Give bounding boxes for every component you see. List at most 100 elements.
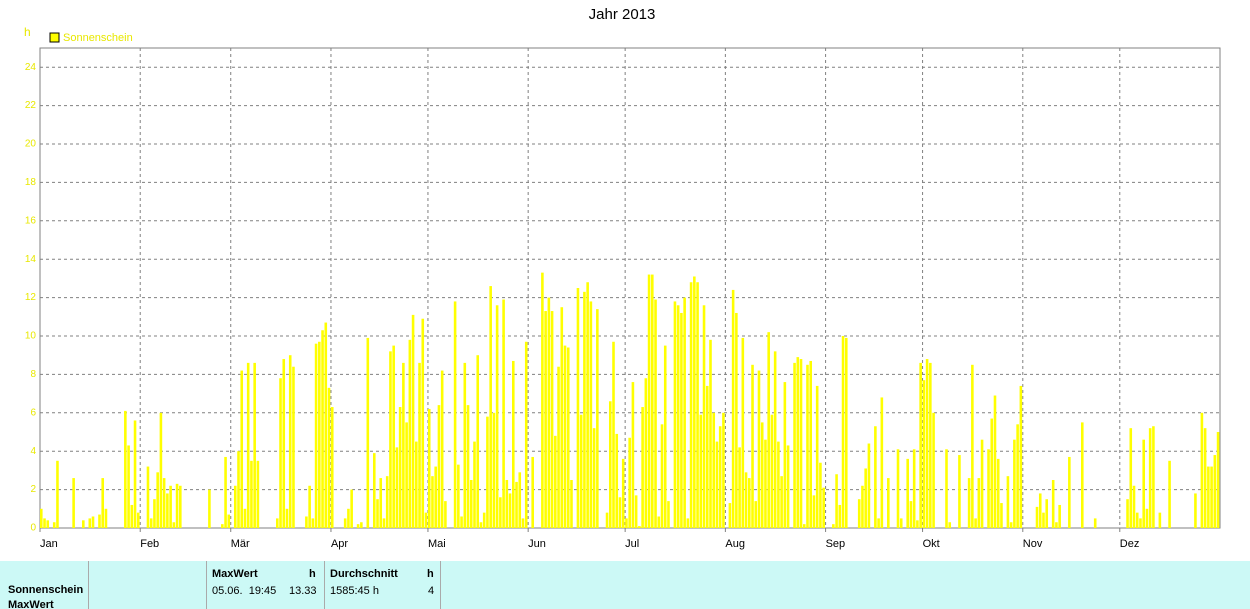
bar — [385, 476, 389, 528]
bar — [1051, 480, 1055, 528]
chart-title: Jahr 2013 — [589, 6, 656, 23]
bar — [929, 362, 932, 528]
bar — [156, 472, 159, 528]
bar — [395, 447, 399, 528]
bar — [612, 341, 615, 528]
bar — [463, 362, 467, 528]
bar — [651, 274, 654, 528]
bar — [408, 339, 412, 528]
y-tick-label: 20 — [25, 139, 37, 150]
bar — [657, 516, 661, 528]
bar — [741, 337, 745, 528]
bar — [1093, 518, 1097, 528]
bar — [980, 439, 984, 528]
bar — [680, 312, 683, 528]
bar — [1129, 428, 1133, 528]
bar — [990, 418, 994, 528]
bar — [592, 428, 596, 528]
bar — [72, 478, 75, 528]
y-tick-label: 6 — [30, 407, 36, 418]
y-tick-label: 0 — [30, 523, 36, 534]
x-tick-label: Apr — [331, 538, 348, 550]
bar — [654, 299, 657, 528]
bar — [576, 288, 580, 528]
bar — [531, 456, 534, 528]
bar — [46, 520, 50, 528]
bar — [786, 445, 790, 528]
bar — [945, 449, 948, 528]
x-tick-label: Okt — [923, 538, 940, 550]
bar — [376, 499, 379, 528]
bar — [1132, 485, 1136, 528]
bar — [958, 455, 961, 528]
bar — [799, 359, 803, 528]
bar — [906, 458, 909, 528]
bar — [896, 449, 900, 528]
bar — [796, 357, 800, 528]
bar — [731, 289, 735, 528]
bar — [98, 514, 101, 528]
bar — [844, 337, 848, 528]
bar — [1210, 466, 1213, 528]
unit: h — [427, 568, 434, 580]
bar — [1058, 504, 1061, 528]
bar — [987, 449, 990, 528]
bar — [389, 351, 392, 528]
bar — [916, 520, 919, 528]
bar — [224, 456, 227, 528]
bar — [40, 508, 43, 528]
bar — [802, 524, 806, 528]
chart: Jahr 2013 h Sonnenschein Jan Feb Mär Apr Mai… — [24, 6, 1221, 550]
bar — [524, 341, 528, 528]
bar — [101, 478, 105, 528]
bar — [418, 362, 421, 528]
total: 1585:45 h — [330, 585, 379, 597]
bar — [686, 518, 690, 528]
value: 13.33 — [289, 585, 317, 597]
bar — [1055, 522, 1058, 528]
bar — [705, 385, 709, 528]
y-tick-label: 14 — [25, 254, 37, 265]
bar — [1000, 503, 1003, 528]
bar — [318, 341, 321, 528]
bar — [925, 359, 929, 528]
bar — [702, 305, 706, 528]
bar — [861, 485, 864, 528]
bar — [557, 366, 560, 528]
x-tick-label: Sep — [826, 538, 846, 550]
bar — [608, 401, 612, 528]
legend-swatch — [49, 32, 60, 43]
bar — [1148, 428, 1152, 528]
bar — [683, 297, 686, 528]
bar — [372, 453, 376, 528]
bar — [233, 485, 237, 528]
bar — [282, 359, 286, 528]
bar — [967, 478, 971, 528]
bar — [676, 305, 680, 528]
bar — [1200, 412, 1204, 528]
bar — [864, 468, 867, 528]
bar — [663, 345, 667, 528]
bar — [754, 501, 758, 528]
bar — [146, 466, 150, 528]
y-tick-label: 12 — [25, 292, 37, 303]
bar — [502, 299, 505, 528]
bar — [596, 309, 599, 528]
bar — [815, 385, 819, 528]
bar — [292, 366, 295, 528]
bar — [253, 362, 256, 528]
bar — [440, 370, 444, 528]
bar — [874, 426, 877, 528]
bar — [971, 364, 974, 528]
bar — [770, 414, 774, 528]
header: Durchschnitt — [330, 568, 398, 580]
bar — [948, 522, 952, 528]
bar — [243, 508, 247, 528]
bar — [922, 380, 926, 528]
bar — [857, 499, 861, 528]
bar — [505, 480, 509, 528]
unit: h — [309, 568, 316, 580]
bar — [324, 322, 328, 528]
bar — [819, 462, 822, 528]
bar — [867, 443, 871, 528]
